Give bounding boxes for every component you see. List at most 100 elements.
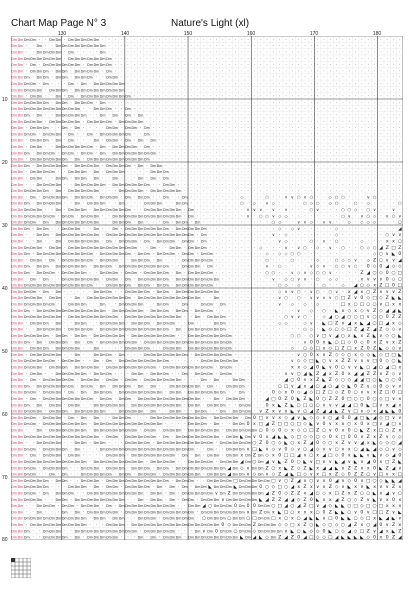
stitch-symbol: · <box>260 43 262 49</box>
stitch-symbol: · <box>127 465 129 471</box>
stitch-symbol: · <box>70 465 72 471</box>
stitch-symbol: · <box>348 270 350 276</box>
stitch-symbol: · <box>355 106 357 112</box>
stitch-symbol: Dm <box>24 359 30 363</box>
stitch-symbol: ◣ <box>392 296 396 301</box>
stitch-symbol: · <box>178 43 180 49</box>
stitch-symbol: Dm <box>62 120 68 124</box>
stitch-symbol: Dm <box>113 454 119 458</box>
stitch-symbol: Dm <box>68 378 74 382</box>
stitch-symbol: Dm <box>226 536 232 540</box>
stitch-symbol: · <box>209 320 211 326</box>
stitch-symbol: · <box>266 125 268 131</box>
stitch-symbol: Dm <box>94 227 100 231</box>
stitch-symbol: · <box>89 440 91 446</box>
stitch-symbol: · <box>323 68 325 74</box>
stitch-symbol: · <box>273 383 275 389</box>
stitch-symbol: Dm <box>157 447 163 451</box>
stitch-symbol: 0 <box>316 396 319 402</box>
stitch-symbol: Dm <box>81 101 87 105</box>
stitch-symbol: Dm <box>169 447 175 451</box>
stitch-symbol: ∨ <box>329 220 332 225</box>
stitch-symbol: Dm <box>125 158 131 162</box>
stitch-symbol: Dm <box>94 290 100 294</box>
stitch-symbol: Dm <box>157 460 163 464</box>
stitch-symbol: Dm <box>49 523 55 527</box>
stitch-symbol: Dm <box>68 284 74 288</box>
stitch-symbol: Dm <box>56 384 62 388</box>
stitch-symbol: Dm <box>75 510 81 514</box>
stitch-symbol: · <box>209 125 211 131</box>
stitch-symbol: · <box>336 182 338 188</box>
stitch-symbol: Dm <box>163 328 169 332</box>
stitch-symbol: Dm <box>94 479 100 483</box>
stitch-symbol: Dm <box>81 258 87 262</box>
stitch-symbol: Dm <box>125 164 131 168</box>
stitch-symbol: Dm <box>163 321 169 325</box>
stitch-symbol: x <box>329 492 332 497</box>
stitch-symbol: Dm <box>75 114 81 118</box>
stitch-symbol: Dm <box>182 397 188 401</box>
stitch-symbol: · <box>197 144 199 150</box>
stitch-symbol: · <box>241 113 243 119</box>
stitch-symbol: · <box>197 113 199 119</box>
stitch-symbol: · <box>342 226 344 232</box>
stitch-symbol: · <box>203 37 205 43</box>
stitch-symbol: Dm <box>188 277 194 281</box>
stitch-symbol: Dm <box>87 221 93 225</box>
stitch-symbol: x <box>316 454 319 459</box>
stitch-symbol: · <box>241 68 243 74</box>
stitch-symbol: Dm <box>195 227 201 231</box>
stitch-symbol: Dm <box>94 536 100 540</box>
stitch-symbol: · <box>273 144 275 150</box>
stitch-symbol: Dm <box>37 384 43 388</box>
stitch-symbol: Dm <box>176 517 182 521</box>
stitch-symbol: · <box>235 339 237 345</box>
stitch-symbol: 0 <box>373 535 376 540</box>
stitch-symbol: ∨ <box>329 270 332 275</box>
stitch-symbol: · <box>152 43 154 49</box>
stitch-symbol: Dm <box>233 473 239 477</box>
stitch-symbol: Dm <box>43 529 49 533</box>
stitch-symbol: · <box>45 87 47 93</box>
stitch-symbol: · <box>260 226 262 232</box>
stitch-symbol: Dm <box>157 422 163 426</box>
stitch-symbol: Dm <box>207 290 213 294</box>
stitch-symbol: ◢ <box>347 529 351 534</box>
stitch-symbol: · <box>254 289 256 295</box>
stitch-symbol: · <box>39 528 41 534</box>
stitch-symbol: Dm <box>56 51 62 55</box>
stitch-symbol: Dm <box>195 504 201 508</box>
stitch-symbol: Z <box>341 346 344 352</box>
stitch-symbol: · <box>273 150 275 156</box>
stitch-symbol: Dm <box>11 485 17 489</box>
stitch-symbol: ◇ <box>297 429 301 434</box>
stitch-symbol: ◇ <box>360 309 364 314</box>
stitch-symbol: · <box>152 257 154 263</box>
stitch-symbol: · <box>83 402 85 408</box>
stitch-symbol: ∨ <box>272 416 275 421</box>
stitch-symbol: Dm <box>56 517 62 521</box>
stitch-symbol: Z <box>253 453 256 459</box>
stitch-symbol: · <box>197 62 199 68</box>
stitch-symbol: Dm <box>188 510 194 514</box>
stitch-symbol: ○ <box>341 378 345 383</box>
stitch-symbol: · <box>260 333 262 339</box>
stitch-symbol: · <box>171 100 173 106</box>
stitch-symbol: Dm <box>18 170 24 174</box>
stitch-symbol: · <box>393 150 395 156</box>
stitch-symbol: Dm <box>94 466 100 470</box>
stitch-symbol: · <box>348 150 350 156</box>
stitch-symbol: Dm <box>100 441 106 445</box>
stitch-symbol: · <box>235 119 237 125</box>
stitch-symbol: · <box>140 81 142 87</box>
stitch-symbol: · <box>355 176 357 182</box>
stitch-symbol: ○ <box>379 258 383 263</box>
stitch-symbol: Dm <box>188 536 194 540</box>
stitch-symbol: ◇ <box>366 410 370 415</box>
stitch-symbol: Dm <box>43 416 49 420</box>
stitch-symbol: · <box>380 81 382 87</box>
stitch-symbol: Dm <box>68 303 74 307</box>
stitch-symbol: · <box>83 352 85 358</box>
stitch-symbol: · <box>222 264 224 270</box>
